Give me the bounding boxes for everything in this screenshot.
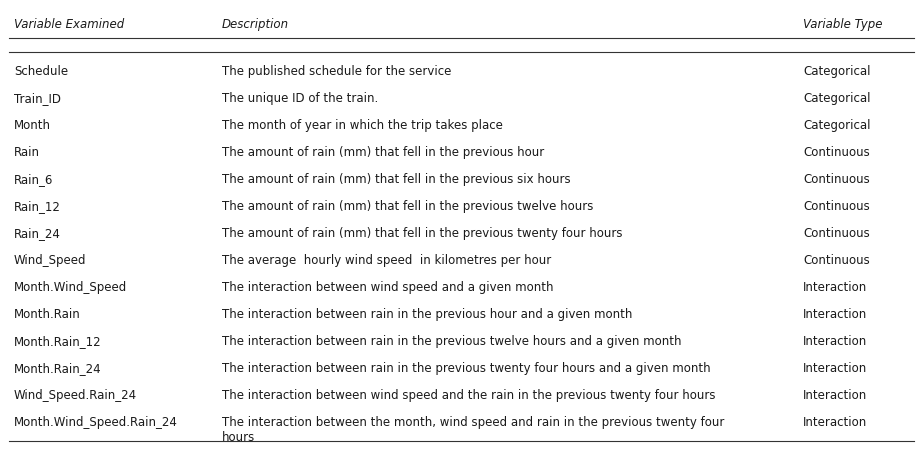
Text: Month.Rain: Month.Rain bbox=[14, 308, 80, 321]
Text: The amount of rain (mm) that fell in the previous twenty four hours: The amount of rain (mm) that fell in the… bbox=[222, 227, 622, 240]
Text: Continuous: Continuous bbox=[803, 227, 869, 240]
Text: Variable Type: Variable Type bbox=[803, 18, 882, 31]
Text: Rain_24: Rain_24 bbox=[14, 227, 61, 240]
Text: Train_ID: Train_ID bbox=[14, 92, 61, 105]
Text: The amount of rain (mm) that fell in the previous six hours: The amount of rain (mm) that fell in the… bbox=[222, 173, 570, 186]
Text: Month.Wind_Speed.Rain_24: Month.Wind_Speed.Rain_24 bbox=[14, 416, 178, 429]
Text: Interaction: Interaction bbox=[803, 281, 868, 294]
Text: Wind_Speed: Wind_Speed bbox=[14, 254, 87, 267]
Text: The interaction between rain in the previous twenty four hours and a given month: The interaction between rain in the prev… bbox=[222, 362, 710, 375]
Text: The unique ID of the train.: The unique ID of the train. bbox=[222, 92, 378, 105]
Text: Interaction: Interaction bbox=[803, 362, 868, 375]
Text: Rain_6: Rain_6 bbox=[14, 173, 54, 186]
Text: Interaction: Interaction bbox=[803, 335, 868, 348]
Text: Description: Description bbox=[222, 18, 289, 31]
Text: The interaction between rain in the previous twelve hours and a given month: The interaction between rain in the prev… bbox=[222, 335, 681, 348]
Text: Variable Examined: Variable Examined bbox=[14, 18, 124, 31]
Text: Rain: Rain bbox=[14, 146, 40, 159]
Text: Categorical: Categorical bbox=[803, 119, 870, 132]
Text: The month of year in which the trip takes place: The month of year in which the trip take… bbox=[222, 119, 502, 132]
Text: The interaction between rain in the previous hour and a given month: The interaction between rain in the prev… bbox=[222, 308, 632, 321]
Text: Schedule: Schedule bbox=[14, 65, 68, 78]
Text: Wind_Speed.Rain_24: Wind_Speed.Rain_24 bbox=[14, 389, 137, 402]
Text: Continuous: Continuous bbox=[803, 146, 869, 159]
Text: Continuous: Continuous bbox=[803, 254, 869, 267]
Text: The amount of rain (mm) that fell in the previous twelve hours: The amount of rain (mm) that fell in the… bbox=[222, 200, 593, 213]
Text: The interaction between wind speed and a given month: The interaction between wind speed and a… bbox=[222, 281, 553, 294]
Text: Continuous: Continuous bbox=[803, 200, 869, 213]
Text: Month.Rain_24: Month.Rain_24 bbox=[14, 362, 102, 375]
Text: Rain_12: Rain_12 bbox=[14, 200, 61, 213]
Text: The amount of rain (mm) that fell in the previous hour: The amount of rain (mm) that fell in the… bbox=[222, 146, 544, 159]
Text: The interaction between wind speed and the rain in the previous twenty four hour: The interaction between wind speed and t… bbox=[222, 389, 715, 402]
Text: The average  hourly wind speed  in kilometres per hour: The average hourly wind speed in kilomet… bbox=[222, 254, 551, 267]
Text: Categorical: Categorical bbox=[803, 92, 870, 105]
Text: Month.Wind_Speed: Month.Wind_Speed bbox=[14, 281, 127, 294]
Text: The published schedule for the service: The published schedule for the service bbox=[222, 65, 451, 78]
Text: Interaction: Interaction bbox=[803, 308, 868, 321]
Text: Month.Rain_12: Month.Rain_12 bbox=[14, 335, 102, 348]
Text: Interaction: Interaction bbox=[803, 416, 868, 429]
Text: Continuous: Continuous bbox=[803, 173, 869, 186]
Text: Interaction: Interaction bbox=[803, 389, 868, 402]
Text: The interaction between the month, wind speed and rain in the previous twenty fo: The interaction between the month, wind … bbox=[222, 416, 724, 444]
Text: Month: Month bbox=[14, 119, 51, 132]
Text: Categorical: Categorical bbox=[803, 65, 870, 78]
